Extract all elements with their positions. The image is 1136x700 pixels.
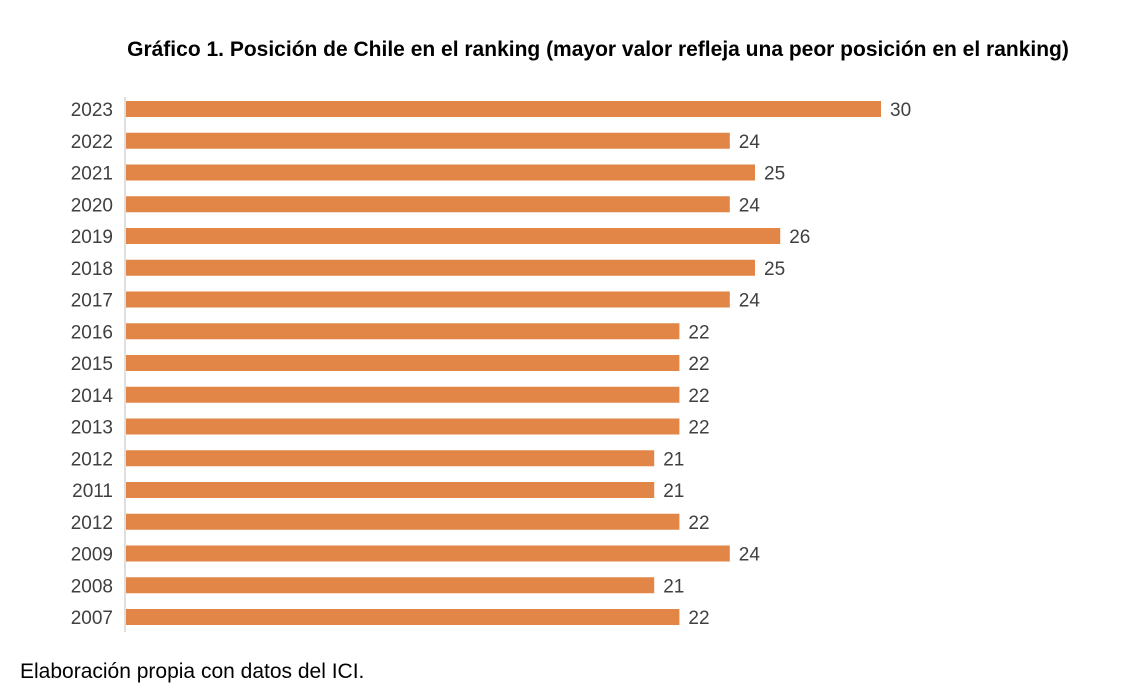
bar: [126, 196, 730, 213]
y-tick-label: 2012: [71, 513, 113, 534]
y-tick-label: 2008: [71, 576, 113, 597]
bar: [126, 101, 881, 117]
y-tick-label: 2012: [71, 449, 113, 470]
y-tick-label: 2013: [71, 418, 113, 439]
y-tick-label: 2017: [71, 291, 113, 312]
data-label: 22: [688, 608, 709, 629]
bar: [126, 164, 755, 181]
data-label: 25: [764, 259, 785, 280]
bar: [126, 577, 655, 594]
y-tick-label: 2021: [71, 164, 113, 185]
data-label: 26: [789, 227, 810, 248]
bar-chart: 2023 30 2022 24 2021 25 2020 24 2019 26 2018 25 2017…: [71, 97, 911, 632]
bar: [126, 291, 730, 308]
bar: [126, 545, 730, 562]
y-tick-label: 2011: [72, 481, 113, 502]
y-tick-label: 2014: [71, 386, 114, 407]
data-label: 24: [739, 291, 761, 312]
bar: [126, 259, 755, 276]
bar: [126, 482, 655, 498]
data-label: 24: [739, 195, 761, 216]
data-label: 22: [688, 418, 709, 439]
data-label: 22: [688, 322, 709, 343]
y-tick-label: 2019: [71, 227, 113, 248]
data-label: 21: [663, 449, 684, 470]
y-tick-label: 2007: [71, 608, 113, 629]
source-note: Elaboración propia con datos del ICI.: [20, 660, 365, 683]
bar: [126, 228, 781, 244]
y-tick-label: 2022: [71, 132, 113, 153]
bar: [126, 386, 680, 403]
data-label: 24: [739, 545, 761, 566]
y-tick-label: 2023: [71, 100, 113, 121]
data-label: 25: [764, 164, 785, 185]
bar: [126, 355, 680, 371]
data-label: 24: [739, 132, 761, 153]
chart-title: Gráfico 1. Posición de Chile en el ranki…: [127, 38, 1069, 61]
data-label: 21: [663, 481, 684, 502]
y-tick-label: 2018: [71, 259, 113, 280]
y-tick-label: 2009: [71, 545, 113, 566]
y-tick-label: 2016: [71, 322, 113, 343]
y-tick-label: 2015: [71, 354, 113, 375]
data-label: 22: [688, 513, 709, 534]
bar: [126, 132, 730, 149]
data-label: 30: [890, 100, 911, 121]
bar: [126, 513, 680, 530]
data-label: 21: [663, 576, 684, 597]
data-label: 22: [688, 386, 709, 407]
data-label: 22: [688, 354, 709, 375]
bar: [126, 609, 680, 625]
bar: [126, 418, 680, 435]
bar: [126, 323, 680, 340]
bar: [126, 450, 655, 467]
y-tick-label: 2020: [71, 195, 113, 216]
